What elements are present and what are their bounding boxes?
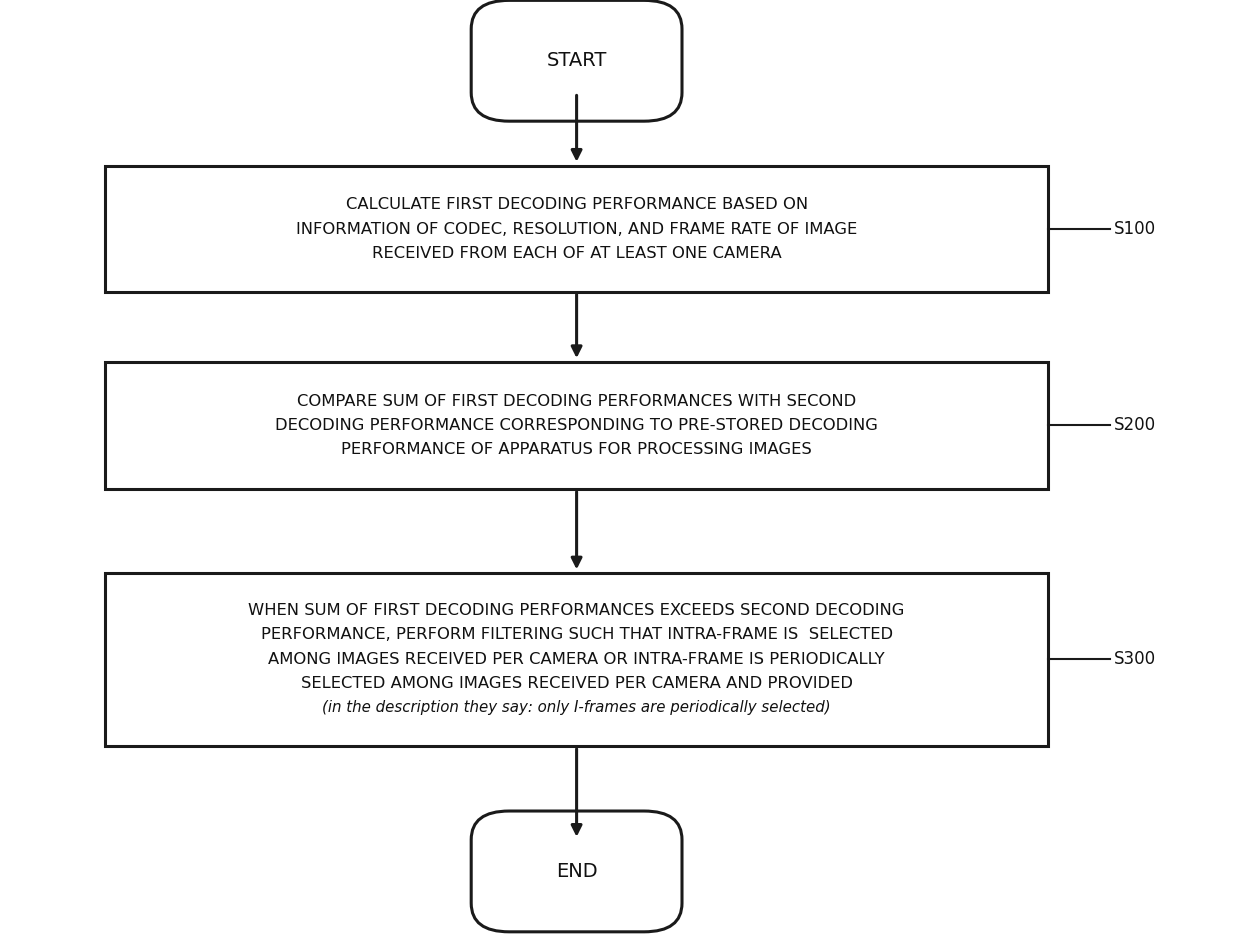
Text: INFORMATION OF CODEC, RESOLUTION, AND FRAME RATE OF IMAGE: INFORMATION OF CODEC, RESOLUTION, AND FR… <box>296 222 857 237</box>
Text: SELECTED AMONG IMAGES RECEIVED PER CAMERA AND PROVIDED: SELECTED AMONG IMAGES RECEIVED PER CAMER… <box>300 676 853 691</box>
Text: AMONG IMAGES RECEIVED PER CAMERA OR INTRA-FRAME IS PERIODICALLY: AMONG IMAGES RECEIVED PER CAMERA OR INTR… <box>268 652 885 667</box>
FancyBboxPatch shape <box>471 0 682 122</box>
Text: COMPARE SUM OF FIRST DECODING PERFORMANCES WITH SECOND: COMPARE SUM OF FIRST DECODING PERFORMANC… <box>296 394 857 409</box>
Text: DECODING PERFORMANCE CORRESPONDING TO PRE-STORED DECODING: DECODING PERFORMANCE CORRESPONDING TO PR… <box>275 418 878 433</box>
Text: WHEN SUM OF FIRST DECODING PERFORMANCES EXCEEDS SECOND DECODING: WHEN SUM OF FIRST DECODING PERFORMANCES … <box>248 603 905 618</box>
Text: RECEIVED FROM EACH OF AT LEAST ONE CAMERA: RECEIVED FROM EACH OF AT LEAST ONE CAMER… <box>372 246 781 261</box>
Text: (in the description they say: only I-frames are periodically selected): (in the description they say: only I-fra… <box>322 700 831 715</box>
Text: END: END <box>556 862 598 881</box>
Text: START: START <box>547 51 606 70</box>
Text: S300: S300 <box>1114 650 1156 669</box>
Text: S200: S200 <box>1114 416 1156 435</box>
Text: PERFORMANCE OF APPARATUS FOR PROCESSING IMAGES: PERFORMANCE OF APPARATUS FOR PROCESSING … <box>341 442 812 457</box>
Bar <box>105 362 1048 488</box>
Bar <box>105 166 1048 292</box>
Text: PERFORMANCE, PERFORM FILTERING SUCH THAT INTRA-FRAME IS  SELECTED: PERFORMANCE, PERFORM FILTERING SUCH THAT… <box>260 627 893 642</box>
Bar <box>105 572 1048 746</box>
Text: CALCULATE FIRST DECODING PERFORMANCE BASED ON: CALCULATE FIRST DECODING PERFORMANCE BAS… <box>346 197 807 212</box>
FancyBboxPatch shape <box>471 811 682 932</box>
Text: S100: S100 <box>1114 220 1156 238</box>
